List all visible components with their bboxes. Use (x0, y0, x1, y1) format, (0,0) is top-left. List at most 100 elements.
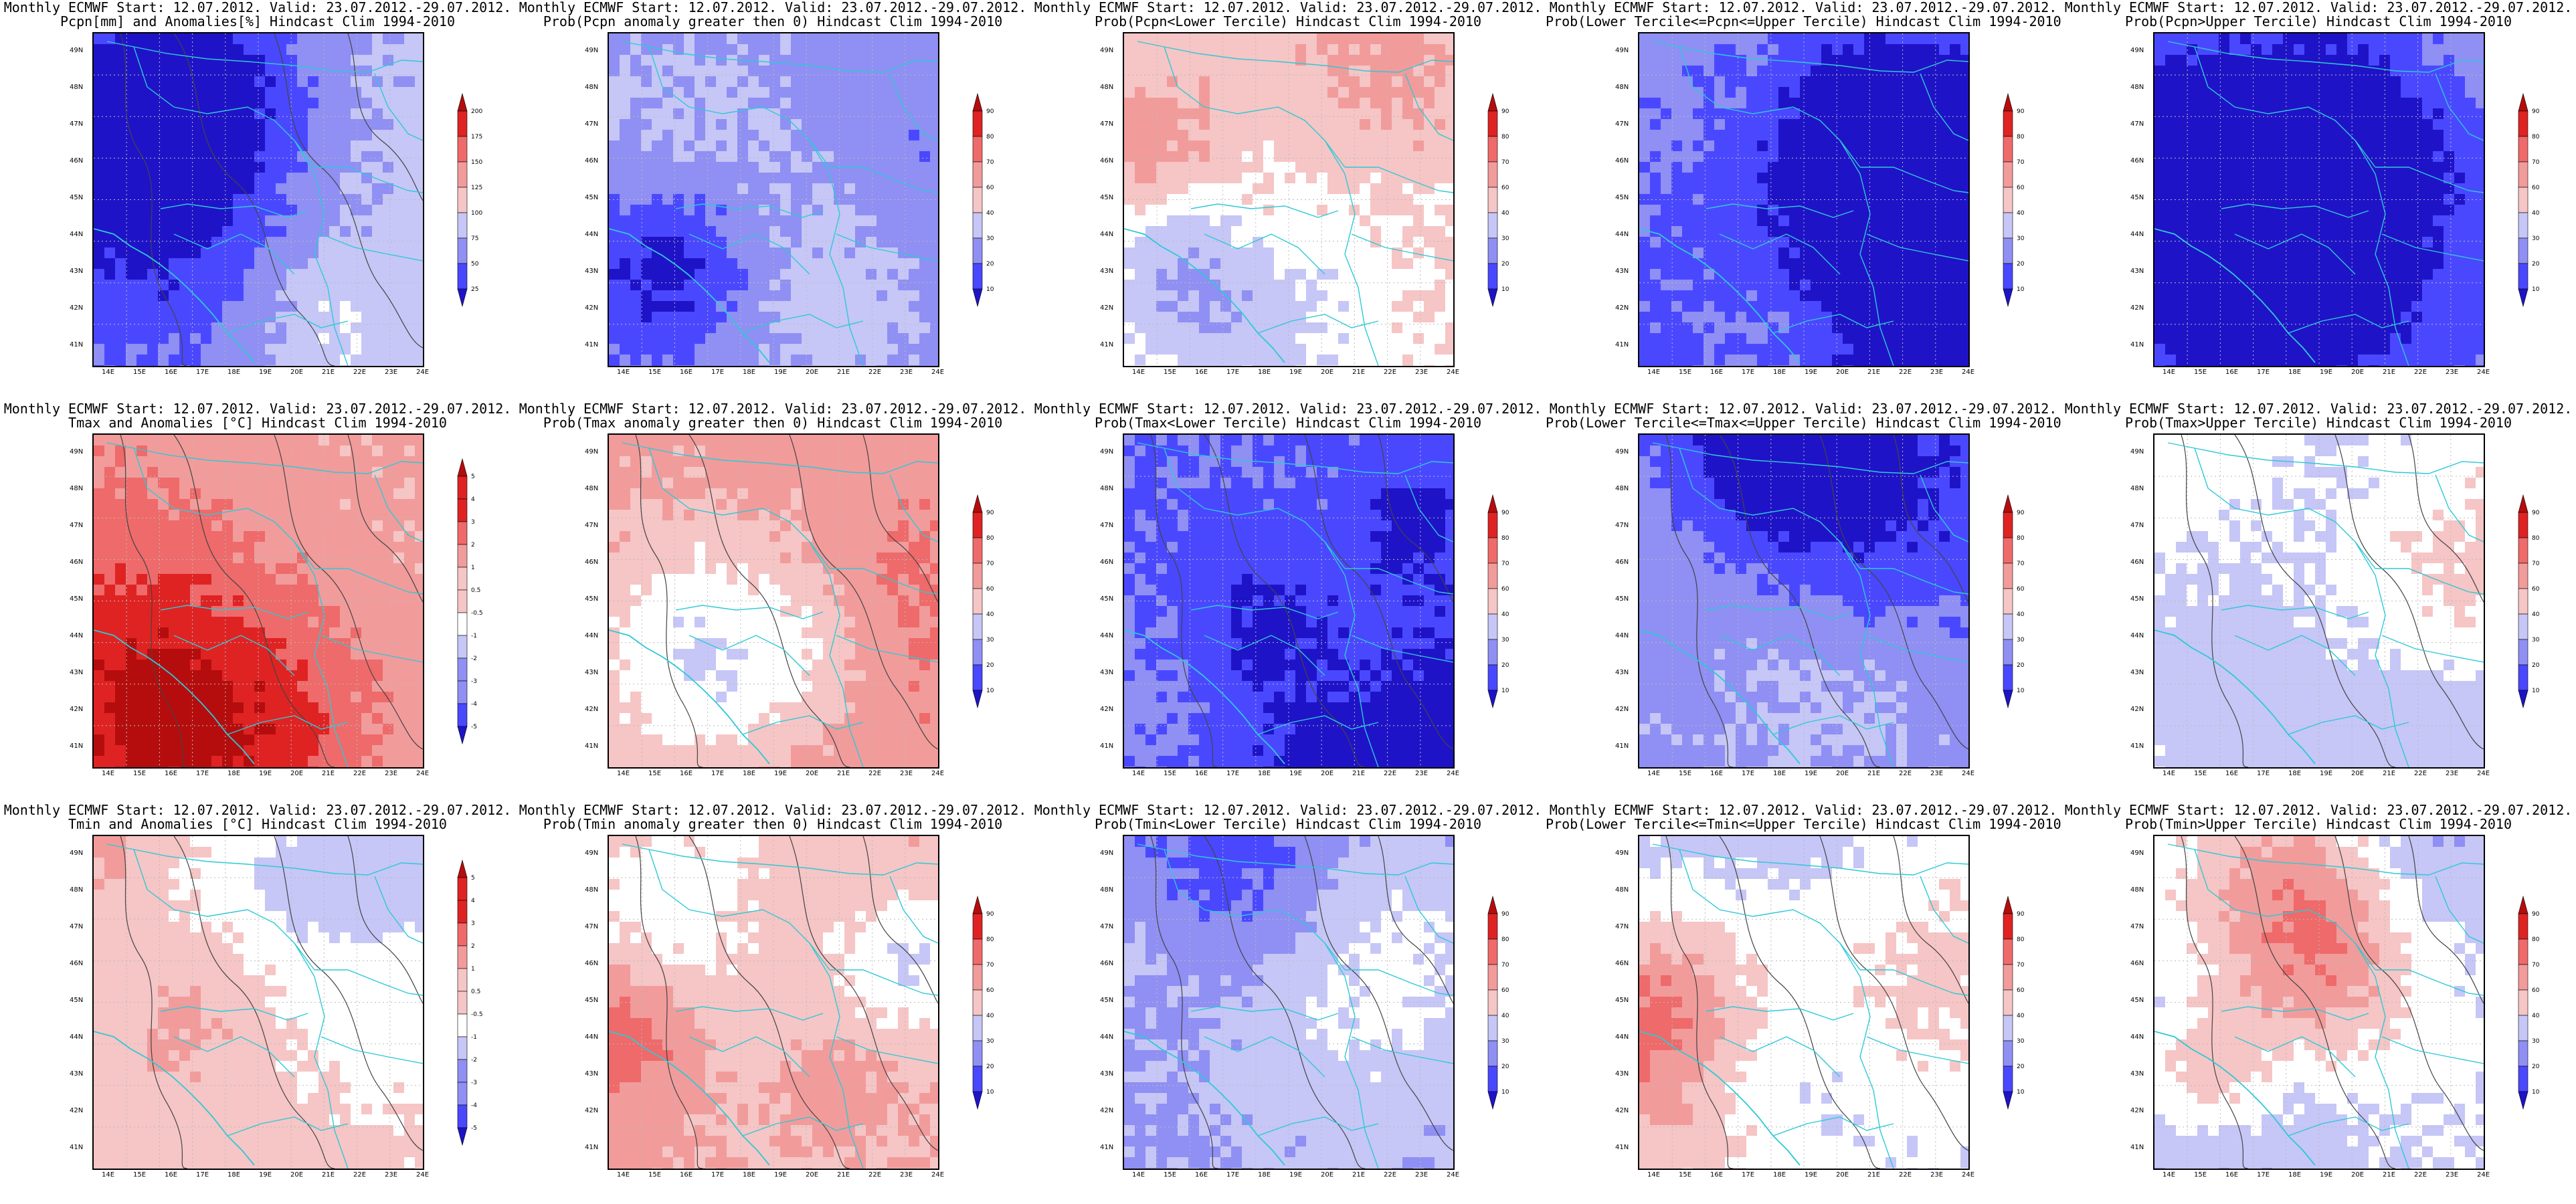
lat-tick-label: 45N (585, 194, 599, 201)
lon-tick-label: 17E (1742, 369, 1755, 376)
colorbar-tick-label: 20 (986, 1064, 994, 1070)
colorbar-tick-label: 40 (1501, 1013, 1509, 1019)
lon-tick-label: 16E (165, 369, 178, 376)
lon-tick-label: 22E (1384, 1171, 1397, 1179)
border-line (314, 568, 423, 595)
border-line (1351, 233, 1453, 262)
lat-tick-label: 43N (1615, 268, 1629, 275)
colorbar-cap-bottom (457, 288, 468, 307)
colorbar-segment (1487, 588, 1498, 614)
border-line (173, 1036, 295, 1078)
contour-line (1304, 435, 1453, 750)
contour-line (1893, 836, 1968, 1004)
border-line (1719, 635, 1841, 676)
lon-tick-label: 21E (2383, 369, 2396, 376)
lat-tick-label: 45N (70, 194, 84, 201)
forecast-map (2153, 835, 2485, 1170)
colorbar-tick-label: 30 (2532, 1038, 2540, 1045)
map-plot (1639, 836, 1968, 1169)
lat-tick-label: 45N (1615, 997, 1629, 1004)
lat-tick-label: 46N (1615, 157, 1629, 165)
lon-tick-label: 15E (648, 1171, 662, 1179)
contour-line (789, 435, 938, 750)
lat-tick-label: 47N (2130, 923, 2144, 930)
contour-line (2408, 435, 2484, 603)
lon-tick-label: 17E (1742, 1171, 1755, 1179)
lat-tick-label: 44N (585, 632, 599, 639)
lat-tick-label: 44N (585, 1033, 599, 1041)
border-line (2234, 233, 2356, 275)
colorbar: 90 80 70 60 40 30 20 10 (1487, 494, 1509, 708)
colorbar-tick-label: 80 (1501, 134, 1509, 140)
lon-tick-label: 21E (1867, 770, 1881, 777)
colorbar-tick-label: 30 (1501, 1038, 1509, 1045)
colorbar-segment (457, 136, 468, 162)
lon-tick-label: 20E (1321, 1171, 1334, 1179)
colorbar-tick-label: -3 (471, 678, 477, 685)
panel-run-title: Monthly ECMWF Start: 12.07.2012. Valid: … (3, 0, 512, 15)
forecast-map (1638, 835, 1970, 1170)
forecast-panel: Monthly ECMWF Start: 12.07.2012. Valid: … (1030, 0, 1546, 401)
colorbar-tick-label: 70 (1501, 159, 1509, 166)
colorbar-segment (972, 136, 983, 162)
lon-tick-label: 16E (165, 770, 178, 777)
lat-tick-label: 41N (2130, 742, 2144, 750)
lon-tick-label: 23E (1930, 369, 1944, 376)
colorbar-tick-label: 80 (986, 535, 994, 542)
border-line (2375, 969, 2484, 996)
coastline (1639, 1031, 1801, 1166)
border-line (675, 605, 824, 619)
lat-tick-label: 49N (585, 47, 599, 54)
lon-tick-label: 20E (290, 1171, 304, 1179)
border-line (106, 41, 423, 73)
lon-tick-label: 17E (711, 369, 725, 376)
colorbar-segment (972, 563, 983, 589)
lat-tick-label: 45N (70, 997, 84, 1004)
border-line (2381, 233, 2484, 262)
lat-tick-label: 47N (1615, 522, 1629, 529)
border-line (2194, 849, 2376, 971)
lat-tick-label: 47N (70, 522, 84, 529)
colorbar-segment (457, 263, 468, 289)
lon-tick-label: 14E (1647, 1171, 1661, 1179)
colorbar-cap-top (2003, 92, 2013, 111)
lat-tick-label: 42N (2130, 706, 2144, 713)
colorbar-tick-label: -4 (471, 701, 477, 708)
colorbar-tick-label: 90 (2017, 108, 2025, 115)
lon-tick-label: 15E (648, 369, 662, 376)
border-line (809, 942, 864, 1169)
forecast-field (2154, 435, 2484, 767)
colorbar-segment (972, 1066, 983, 1092)
map-plot (1124, 836, 1453, 1169)
contour-line (1378, 836, 1453, 1004)
colorbar-cap-bottom (972, 690, 983, 708)
forecast-map (1638, 433, 1970, 769)
border-line (1257, 314, 1379, 334)
colorbar-tick-label: 70 (986, 962, 994, 969)
colorbar-tick-label: 30 (1501, 235, 1509, 242)
lon-tick-label: 14E (1132, 1171, 1145, 1179)
lon-tick-label: 21E (322, 1171, 335, 1179)
contour-line (120, 836, 188, 1169)
colorbar-segment (1487, 664, 1498, 690)
border-line (1679, 46, 1861, 168)
colorbar-cap-top (1487, 895, 1498, 914)
lon-tick-label: 19E (774, 1171, 788, 1179)
colorbar-cap-top (2003, 895, 2013, 914)
colorbar-cap-bottom (457, 1127, 468, 1146)
map-plot (609, 33, 938, 366)
colorbar-tick-label: 20 (1501, 1064, 1509, 1070)
coastline (1124, 228, 1285, 363)
lon-tick-label: 16E (680, 770, 693, 777)
lat-tick-label: 45N (585, 997, 599, 1004)
colorbar-tick-label: -0.5 (471, 610, 483, 617)
lon-tick-label: 14E (1132, 770, 1145, 777)
forecast-panel: Monthly ECMWF Start: 12.07.2012. Valid: … (1546, 401, 2061, 803)
panel-variable-title: Prob(Tmin>Upper Tercile) Hindcast Clim 1… (2125, 816, 2512, 832)
forecast-panel: Monthly ECMWF Start: 12.07.2012. Valid: … (0, 0, 515, 401)
forecast-map (1638, 32, 1970, 367)
border-line (1839, 541, 1894, 767)
colorbar-tick-label: 60 (1501, 987, 1509, 994)
lon-tick-label: 16E (2225, 369, 2239, 376)
lon-tick-label: 20E (2351, 770, 2365, 777)
